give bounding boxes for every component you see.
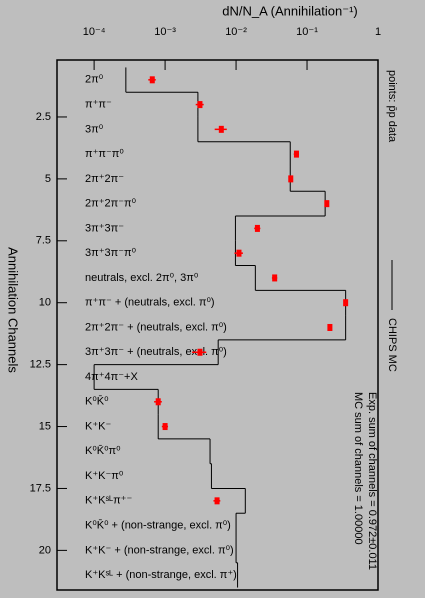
channel-label: 3π⁺3π⁻: [85, 222, 124, 234]
data-point: [218, 125, 224, 133]
channel-label: K⁰K̄⁰π⁰: [85, 445, 121, 458]
y-tick-label: 2.5: [36, 111, 51, 123]
channel-label: K⁰K̄⁰: [85, 395, 109, 408]
x-tick-label: 1: [375, 26, 381, 38]
plot-frame: [56, 59, 379, 591]
channel-label: K⁰K̄⁰ + (non-strange, excl. π⁰): [85, 519, 231, 532]
data-point: [197, 101, 203, 109]
annotation: points: p̄p data: [386, 70, 398, 143]
channel-label: K⁺K⁻: [85, 420, 111, 432]
channel-label: 2π⁺2π⁻ + (neutrals, excl. π⁰): [85, 321, 227, 333]
x-axis-label: dN/N_A (Annihilation⁻¹): [222, 3, 357, 18]
channel-label: K⁺K⁻π⁰: [85, 470, 124, 482]
y-tick-label: 12.5: [30, 359, 51, 371]
channel-label: 2π⁰: [85, 74, 104, 86]
y-tick-label: 7.5: [36, 235, 51, 247]
data-point: [254, 224, 260, 232]
channel-label: π⁺π⁻: [85, 98, 112, 110]
y-tick-label: 15: [39, 420, 51, 432]
data-point: [149, 76, 155, 84]
y-axis-label: Annihilation Channels: [6, 247, 21, 373]
data-point: [288, 175, 294, 183]
data-point: [162, 423, 168, 431]
data-point: [324, 200, 330, 208]
channel-label: π⁺π⁻π⁰: [85, 148, 124, 160]
x-tick-label: 10⁻²: [225, 26, 247, 38]
channel-label: 2π⁺2π⁻: [85, 173, 124, 185]
data-point: [293, 150, 299, 158]
x-tick-label: 10⁻⁴: [83, 26, 106, 38]
annotation: Exp. sum of channels = 0.972±0.011: [366, 392, 378, 570]
channel-label: 3π⁰: [85, 123, 104, 135]
channel-label: 4π⁺4π⁻+X: [85, 371, 138, 383]
data-point: [155, 398, 161, 406]
data-point: [272, 274, 278, 282]
channel-label: π⁺π⁻ + (neutrals, excl. π⁰): [85, 297, 215, 309]
channel-label: K⁺K⁻ + (non-strange, excl. π⁰): [85, 544, 234, 556]
y-tick-label: 10: [39, 297, 51, 309]
data-point: [236, 249, 242, 257]
annotation: MC sum of channels = 1.00000: [352, 392, 364, 545]
data-point: [197, 348, 203, 356]
channel-label: K⁺Kˢᴸπ⁺⁻: [85, 495, 132, 507]
channel-label: 3π⁺3π⁻ + (neutrals, excl. π⁰): [85, 346, 227, 358]
y-tick-label: 17.5: [30, 482, 51, 494]
channel-label: 3π⁺3π⁻π⁰: [85, 247, 137, 259]
y-tick-label: 5: [45, 173, 51, 185]
y-tick-label: 20: [39, 544, 51, 556]
data-point: [327, 323, 333, 331]
data-point: [343, 299, 349, 307]
x-tick-label: 10⁻³: [154, 26, 176, 38]
channel-label: 2π⁺2π⁻π⁰: [85, 198, 137, 210]
legend-label: CHIPS MC: [386, 318, 398, 372]
channel-label: neutrals, excl. 2π⁰, 3π⁰: [85, 272, 199, 284]
data-point: [214, 497, 220, 505]
x-tick-label: 10⁻¹: [296, 26, 318, 38]
channel-label: K⁺Kˢᴸ + (non-strange, excl. π⁺): [85, 569, 237, 581]
